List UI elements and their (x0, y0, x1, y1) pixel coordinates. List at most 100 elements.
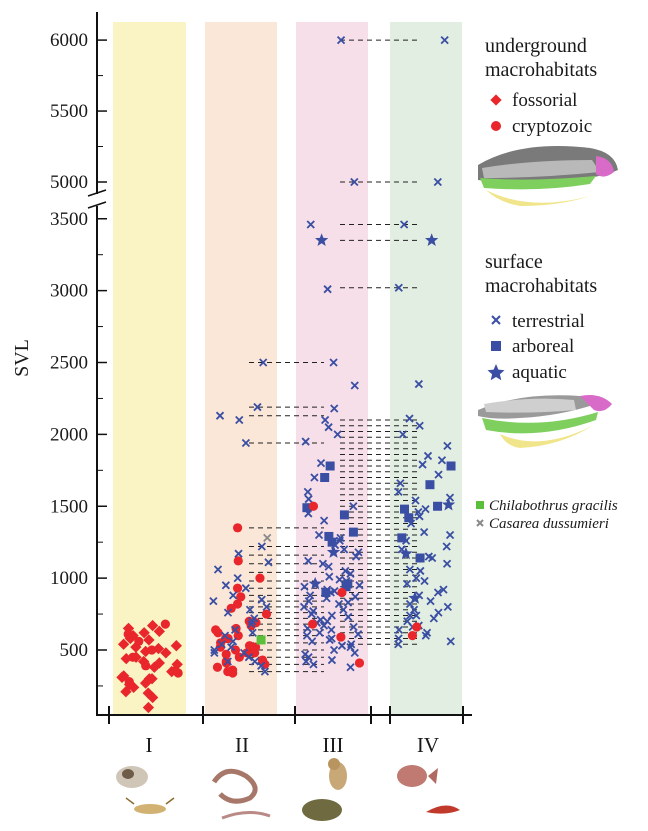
point-arboreal (320, 473, 330, 482)
axis-break-mark-1 (87, 189, 107, 197)
legend-arboreal: arboreal (512, 336, 574, 357)
point-terrestrial (304, 556, 313, 566)
point-fossorial (153, 657, 165, 669)
point-terrestrial (213, 565, 223, 574)
point-cryptozoic (244, 641, 255, 651)
point-terrestrial (445, 530, 455, 540)
y-tick-label-3000: 3000 (50, 281, 88, 302)
point-terrestrial (418, 460, 427, 469)
point-terrestrial (421, 504, 430, 514)
point-cryptozoic (261, 609, 272, 619)
point-terrestrial (354, 630, 363, 639)
point-aquatic (399, 546, 413, 560)
point-terrestrial (235, 415, 244, 425)
point-terrestrial (443, 602, 452, 612)
point-terrestrial (346, 569, 355, 578)
point-cryptozoic (336, 632, 346, 642)
point-arboreal (324, 531, 334, 541)
category-II-animals-icon (211, 768, 271, 820)
point-terrestrial (426, 596, 435, 606)
point-terrestrial (428, 553, 437, 563)
point-terrestrial (415, 421, 424, 430)
y-tick-label-3500: 3500 (50, 209, 88, 230)
point-cryptozoic (124, 677, 134, 687)
point-terrestrial (423, 451, 433, 461)
point-terrestrial (257, 661, 266, 670)
point-fossorial (171, 658, 183, 671)
point-cryptozoic (407, 631, 418, 641)
point-terrestrial (230, 625, 240, 635)
y-tick-label-5500: 5500 (50, 101, 88, 122)
band-IV (390, 22, 462, 714)
point-terrestrial (394, 625, 404, 635)
point-aquatic (308, 576, 322, 590)
point-terrestrial (257, 542, 266, 551)
point-cryptozoic (160, 619, 170, 629)
point-terrestrial (324, 562, 333, 571)
y-tick-label-1500: 1500 (50, 496, 88, 517)
point-terrestrial (405, 611, 415, 620)
point-terrestrial (349, 502, 358, 511)
point-terrestrial (341, 566, 350, 576)
point-aquatic (408, 591, 422, 604)
point-terrestrial (264, 558, 273, 567)
point-arboreal (433, 501, 443, 511)
point-terrestrial (443, 441, 452, 451)
point-terrestrial (316, 615, 325, 624)
point-terrestrial (314, 530, 324, 540)
y-tick-label-2500: 2500 (50, 353, 88, 374)
point-terrestrial (223, 608, 233, 617)
point-cryptozoic (223, 666, 233, 677)
point-terrestrial (351, 552, 361, 561)
point-cryptozoic (212, 662, 223, 672)
legend-surface: surface macrohabitats terrestrial arbore… (485, 251, 597, 383)
point-cryptozoic (412, 622, 422, 632)
legend-fossorial: fossorial (512, 90, 577, 111)
point-terrestrial (241, 584, 250, 593)
point-terrestrial (330, 404, 339, 413)
point-terrestrial (333, 430, 342, 439)
point-terrestrial (337, 641, 347, 650)
surface-skull-icon (478, 395, 612, 448)
point-cryptozoic (173, 668, 183, 678)
point-terrestrial (411, 496, 420, 505)
point-terrestrial (316, 458, 326, 468)
point-terrestrial (301, 437, 310, 446)
point-cryptozoic (308, 501, 319, 511)
point-terrestrial (329, 645, 339, 655)
point-terrestrial (323, 285, 332, 294)
point-terrestrial (433, 588, 443, 597)
point-fossorial (138, 627, 150, 639)
point-fossorial (146, 673, 158, 685)
point-cryptozoic (236, 592, 246, 602)
point-terrestrial (416, 566, 425, 576)
point-arboreal (343, 579, 353, 589)
aquatic-marker-icon (487, 364, 505, 381)
chilabothrus-marker-icon (476, 501, 484, 509)
point-terrestrial (260, 667, 270, 676)
category-label-II: II (235, 733, 249, 757)
category-IV-animals-icon (397, 765, 460, 814)
point-terrestrial (394, 283, 403, 292)
point-terrestrial (310, 473, 319, 482)
y-tick-label-1000: 1000 (50, 568, 88, 589)
point-terrestrial (320, 415, 330, 425)
point-terrestrial (439, 585, 448, 594)
point-terrestrial (233, 573, 242, 583)
point-terrestrial (433, 177, 442, 187)
point-fossorial (160, 647, 172, 659)
point-terrestrial (446, 637, 455, 646)
point-terrestrial (327, 625, 336, 635)
point-fossorial (170, 640, 182, 652)
point-aquatic (441, 497, 456, 511)
point-terrestrial (250, 657, 259, 666)
y-tick-label-2000: 2000 (50, 424, 88, 445)
point-cryptozoic (128, 652, 138, 662)
category-label-I: I (146, 733, 153, 757)
point-terrestrial (306, 220, 315, 229)
point-terrestrial (355, 581, 364, 590)
point-terrestrial (394, 634, 403, 643)
point-terrestrial (210, 645, 219, 655)
point-terrestrial (434, 608, 443, 617)
point-terrestrial (301, 650, 310, 659)
